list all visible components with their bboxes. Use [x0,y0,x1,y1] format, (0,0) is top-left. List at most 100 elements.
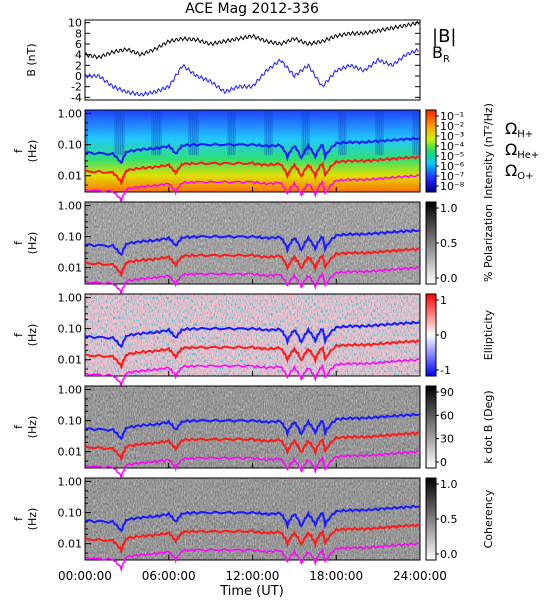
spectrogram-streak [194,110,197,156]
y-tick-label: 0.01 [58,354,83,367]
spectrogram-streak [85,110,88,156]
y-tick-label: 0.01 [58,446,83,459]
gyro-line-O-plus [84,173,421,205]
spectrogram-streak [416,110,419,156]
y-tick-label: 0 [75,70,82,83]
y-tick-label: 10 [68,17,82,30]
colorbar-label: Ellipticity [482,309,495,360]
y-axis-label-unit: (Hz) [26,508,39,531]
spectrogram-panel-intensity: 1.000.100.01f (Hz)10⁻¹10⁻²10⁻³10⁻⁴10⁻⁵10⁻… [12,103,495,205]
colorbar-tick-label: 30 [440,433,454,446]
y-tick-label: 1.00 [58,384,83,397]
spectrogram-streak [192,110,195,156]
y-tick-label: 2 [75,59,82,72]
x-tick-label: 24:00:00 [393,569,447,583]
chart-title: ACE Mag 2012-336 [185,1,319,17]
x-axis: 00:00:00 06:00:00 12:00:00 18:00:00 24:00:00 [58,569,447,583]
spectrogram-streak [116,110,119,156]
spectrogram-streak [375,110,378,156]
colorbar-tick-label: 10⁻⁸ [440,180,465,193]
field-frame [84,19,421,101]
legend-sub: H+ [517,129,533,140]
spectrogram-streak [159,110,162,156]
legend-omega-He-plus: ΩHe+ [505,140,539,161]
colorbar-tick-label: 10⁻⁵ [440,150,464,163]
spectrogram-streak [118,110,121,156]
colorbar-tick-label: 1 [440,294,447,307]
spectrogram-streak [153,110,156,156]
spectrogram-streak [301,110,304,156]
spectrogram-streak [122,110,125,156]
colorbar-tick-label: 0.5 [440,513,458,526]
legend-b-r-sub: R [443,54,450,65]
y-tick-label: 0.01 [58,262,83,275]
y-tick-label: 1.00 [58,292,83,305]
gyro-line-He-plus [84,431,421,462]
y-tick-label: 1.00 [58,108,83,121]
colorbar [425,293,437,377]
y-tick-label: 4 [75,49,82,62]
y-axis-label-f: f [12,332,25,337]
y-tick-label: 0.01 [58,538,83,551]
spectrogram-streak [233,110,236,156]
y-tick-label: -2 [71,81,82,94]
spectrogram-streak [227,110,230,156]
colorbar [425,385,437,469]
colorbar-label: k dot B (Deg) [482,390,495,463]
spectrogram-streak [188,110,191,156]
colorbar-tick-label: 10⁻³ [440,130,464,143]
legend-omega-H-plus: ΩH+ [505,119,533,140]
colorbar-tick-label: 10⁻⁷ [440,170,464,183]
gyro-line-H-plus [84,320,421,349]
y-axis-label-unit: (Hz) [26,416,39,439]
y-tick-label: 1.00 [58,200,83,213]
x-tick-label: 00:00:00 [58,569,112,583]
colorbar-tick-label: -1 [440,364,451,377]
y-axis-label-unit: (Hz) [26,324,39,347]
spectrogram-streak [155,110,158,156]
b-r-line [84,47,420,97]
gyro-line-He-plus [84,523,421,554]
spectrogram-panel-kdotb: 1.00 0.10 0.01 f (Hz) 90 60 30 0 k dot B (Deg) [12,384,495,481]
y-tick-label: 0.10 [58,323,83,336]
spectrogram-streak [151,110,154,156]
legend-omega-O-plus: ΩO+ [505,161,533,182]
spectrogram-streak [307,110,310,156]
colorbar-tick-label: 10⁻⁶ [440,160,465,173]
colorbar-tick-label: 10⁻² [440,120,464,133]
gyro-line-H-plus [84,228,421,257]
colorbar-tick-label: 1.0 [440,202,458,215]
gyro-line-H-plus [84,136,421,165]
gyro-line-He-plus [84,339,421,370]
y-tick-label: 8 [75,27,82,40]
colorbar [425,201,437,285]
colorbar-tick-label: 10⁻¹ [440,110,464,123]
y-tick-label: 6 [75,38,82,51]
y-tick-label: 0.10 [58,139,83,152]
spectrogram-streak [414,110,417,156]
colorbar-tick-label: 0 [440,456,447,469]
x-tick-label: 06:00:00 [142,569,196,583]
colorbar-label: % Polarization [482,204,495,282]
spectrogram-streak [340,110,343,156]
spectrogram-streak [268,110,271,156]
spectrogram-streak [196,110,199,156]
colorbar [425,109,437,193]
colorbar-tick-label: 60 [440,409,454,422]
spectrogram-streak [120,110,123,156]
colorbar-label: Coherency [482,489,495,548]
y-axis-label-unit: (Hz) [26,140,39,163]
spectrogram-panel-ellipticity: 1.00 0.10 0.01 f (Hz) 1 0 -1 Ellipticity [12,292,495,389]
y-tick-label: 0.10 [58,231,83,244]
spectrogram-streak [266,110,269,156]
gyro-legend: ΩH+ΩHe+ΩO+ [505,119,539,182]
spectrogram-streak [229,110,232,156]
spectrogram-streak [338,110,341,156]
spectrogram-streak [264,110,267,156]
field-y-label: B (nT) [25,43,38,76]
y-axis-label-f: f [12,424,25,429]
spectrogram-streak [377,110,380,156]
x-tick-label: 12:00:00 [226,569,280,583]
